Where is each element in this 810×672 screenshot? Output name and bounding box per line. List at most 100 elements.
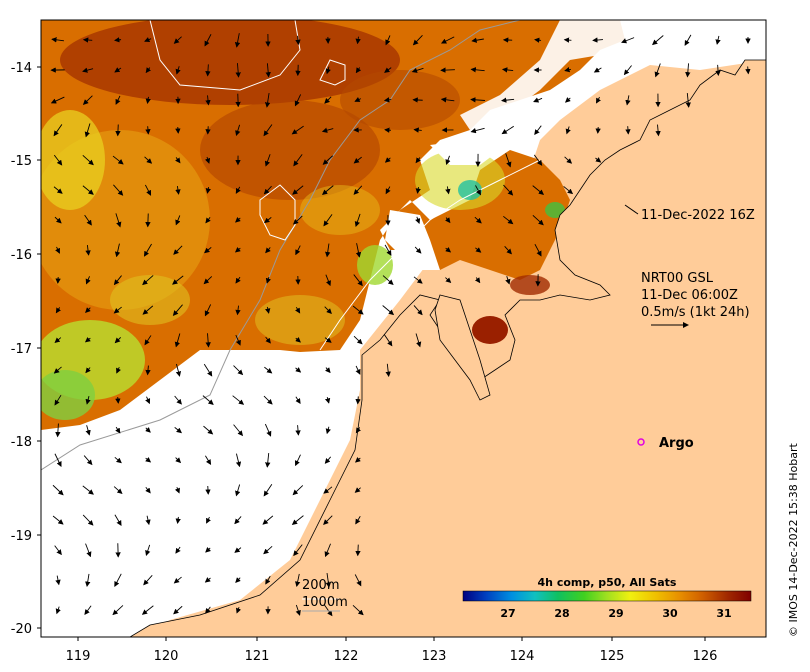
current-arrow [354, 487, 361, 493]
current-arrow [53, 366, 62, 374]
current-arrow [355, 36, 361, 45]
current-arrow [205, 64, 211, 77]
sst-warm-patch [200, 100, 380, 200]
argo-label: Argo [659, 436, 694, 451]
current-arrow [144, 335, 152, 346]
x-axis-ticks [77, 637, 706, 641]
current-source-label: NRT00 GSL [641, 271, 714, 286]
copyright-label: © IMOS 14-Dec-2022 15:38 Hobart [787, 442, 800, 637]
x-tick-label: 124 [510, 649, 535, 664]
isobath-ring [149, 20, 301, 91]
current-arrow [205, 333, 211, 348]
current-arrow [142, 305, 154, 315]
current-arrow [355, 243, 362, 258]
sst-cool-patch [41, 370, 95, 420]
current-arrow [145, 396, 151, 405]
current-arrow [625, 126, 631, 135]
current-arrow [265, 63, 271, 78]
current-arrow [505, 153, 512, 168]
current-arrow [172, 304, 183, 316]
current-arrow [84, 214, 92, 226]
current-arrow [352, 604, 364, 616]
current-arrow [654, 63, 661, 78]
current-arrow [534, 243, 542, 257]
current-arrow [233, 424, 244, 437]
current-arrow [355, 427, 362, 434]
current-arrow [413, 276, 423, 284]
current-arrow [534, 125, 542, 136]
current-arrow [54, 453, 62, 468]
current-arrow [322, 155, 333, 165]
current-arrow [440, 67, 455, 73]
sst-cool-patch [110, 275, 190, 325]
current-arrow [294, 94, 302, 107]
current-arrow [203, 276, 213, 285]
cloud-hole [430, 140, 500, 165]
current-arrow [85, 543, 92, 558]
current-arrow [385, 35, 391, 46]
current-arrow [264, 423, 272, 437]
current-arrow [474, 277, 481, 284]
current-arrow [203, 363, 213, 377]
y-tick-label: -16 [11, 248, 32, 263]
current-arrow [84, 336, 91, 343]
current-arrow [505, 276, 511, 285]
timestamp-pointer [624, 204, 639, 215]
current-arrow [383, 97, 392, 103]
current-arrow [265, 336, 271, 344]
current-arrow [204, 34, 212, 47]
current-arrow [175, 457, 182, 464]
current-arrow [324, 456, 332, 464]
colorbar-title: 4h comp, p50, All Sats [538, 576, 677, 589]
current-arrow [84, 123, 91, 138]
current-arrow [625, 95, 631, 106]
current-arrow [292, 485, 304, 496]
current-arrow [325, 66, 331, 75]
current-arrow [142, 275, 154, 286]
current-arrow [235, 124, 241, 137]
current-arrow [440, 36, 455, 44]
current-arrow [384, 157, 391, 163]
current-arrow [175, 516, 181, 524]
current-arrow [145, 486, 151, 494]
current-arrow [113, 184, 124, 196]
current-arrow [440, 97, 455, 103]
current-arrow [293, 154, 303, 167]
current-arrow [234, 547, 242, 553]
current-arrow [174, 427, 183, 434]
current-arrow [175, 363, 182, 377]
colorbar-tick: 28 [554, 607, 569, 620]
current-arrow [83, 455, 93, 466]
current-arrow [745, 66, 751, 75]
sst-cool-patch [41, 110, 105, 210]
current-arrow [563, 37, 572, 43]
x-tick-label: 120 [154, 649, 179, 664]
current-arrow [205, 95, 211, 106]
current-arrow [354, 96, 362, 102]
current-arrow [412, 34, 423, 46]
current-arrow [565, 97, 571, 103]
current-arrow [352, 305, 364, 315]
x-tick-label: 123 [422, 649, 447, 664]
current-arrow [321, 185, 334, 195]
current-arrow [114, 67, 122, 73]
current-arrow [383, 334, 393, 347]
current-arrow [445, 246, 452, 253]
current-arrow [113, 275, 122, 286]
current-arrow [415, 157, 421, 164]
current-arrow [52, 484, 64, 496]
x-tick-label: 119 [66, 649, 91, 664]
current-arrow [354, 457, 361, 463]
current-arrow [85, 425, 91, 436]
sst-warm-patch [340, 70, 460, 130]
current-arrow [292, 215, 303, 225]
colorbar [462, 590, 752, 602]
current-arrow [173, 576, 182, 584]
colorbar-tick: 27 [500, 607, 515, 620]
current-arrow [55, 423, 61, 438]
current-arrow [355, 365, 361, 375]
current-arrow [114, 37, 122, 43]
current-arrow [206, 516, 211, 524]
current-arrow [114, 243, 121, 258]
current-arrow [291, 515, 304, 525]
